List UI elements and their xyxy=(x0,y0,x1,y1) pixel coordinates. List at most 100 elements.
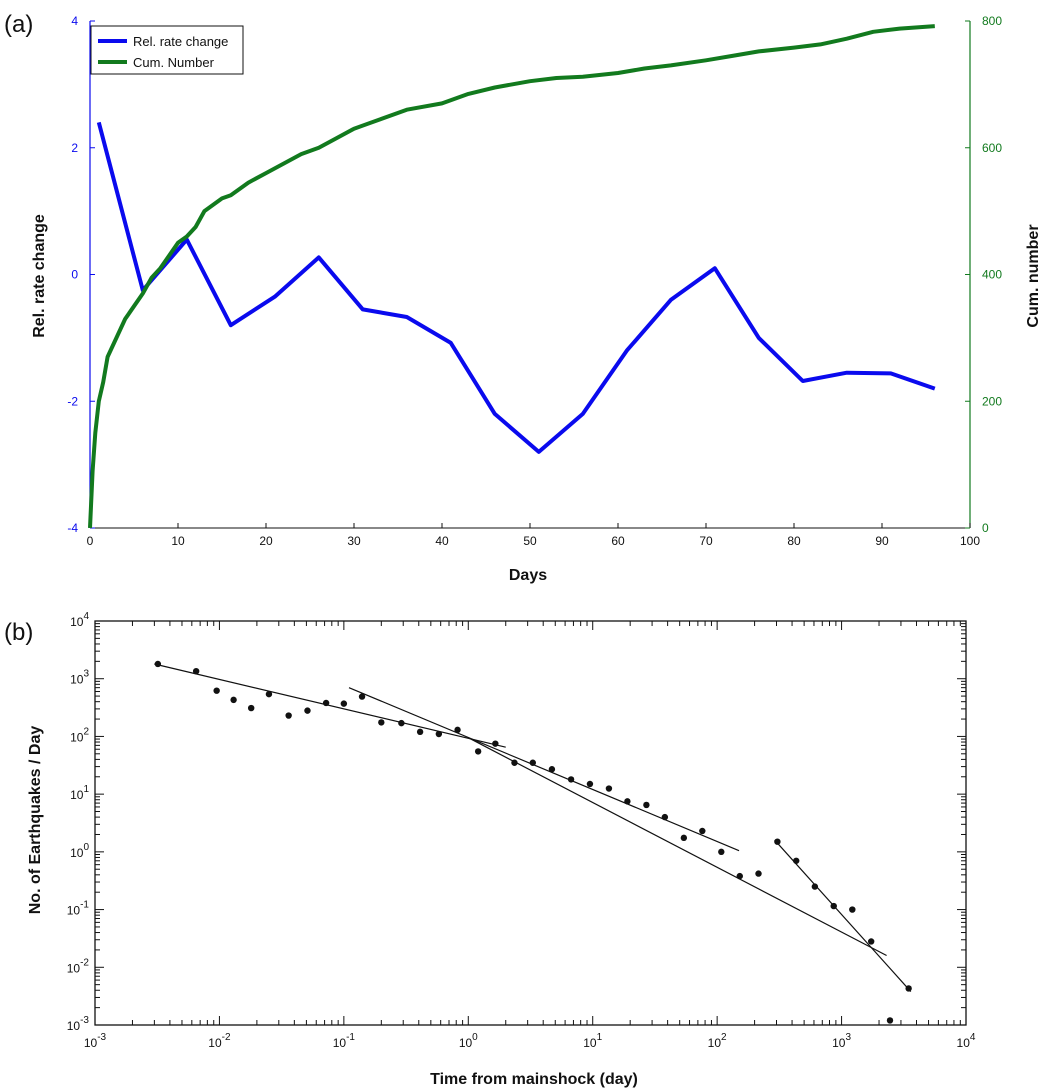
data-point xyxy=(416,728,424,736)
data-point xyxy=(322,699,330,707)
panel-a-right-tick-label: 800 xyxy=(982,14,1002,28)
panel-b-x-tick-label: 102 xyxy=(708,1032,727,1050)
data-point xyxy=(398,719,405,727)
data-point xyxy=(586,780,594,788)
data-point xyxy=(213,687,220,694)
panel-a: (a) 0 10 20 30 40 50 60 70 80 90 100-4-20240200400… xyxy=(4,11,1042,584)
data-point xyxy=(529,759,537,766)
panel-b-x-tick-label: 10-3 xyxy=(84,1032,107,1050)
legend-label-cum-number: Cum. Number xyxy=(133,55,215,70)
data-point xyxy=(285,712,292,719)
data-point xyxy=(699,827,706,835)
panel-a-plot-area: 0 10 20 30 40 50 60 70 80 90 100-4-202402004006008… xyxy=(67,14,1002,548)
panel-a-legend-box xyxy=(90,25,244,75)
data-point xyxy=(358,693,366,700)
panel-a-right-tick-label: 400 xyxy=(982,268,1002,282)
data-point xyxy=(304,707,311,714)
data-point xyxy=(230,696,237,704)
panel-b-x-tick-label: 101 xyxy=(583,1032,602,1050)
fit-line-1 xyxy=(154,663,506,748)
data-point xyxy=(567,776,575,783)
panel-a-x-axis-title: Days xyxy=(509,567,547,584)
panel-a-x-tick-label: 10 xyxy=(171,534,185,548)
data-point xyxy=(624,798,631,805)
panel-b-y-tick-label: 103 xyxy=(70,669,89,687)
panel-a-x-tick-label: 60 xyxy=(611,534,625,548)
panel-a-right-tick-label: 200 xyxy=(982,394,1002,408)
panel-a-x-tick-label: 0 xyxy=(87,534,94,548)
panel-a-legend: Rel. rate change Cum. Number xyxy=(90,25,244,75)
data-point xyxy=(811,883,819,890)
data-point xyxy=(265,690,273,698)
panel-b-y-tick-label: 102 xyxy=(70,726,89,744)
data-point xyxy=(755,870,762,877)
data-point xyxy=(154,660,162,668)
panel-a-x-tick-label: 30 xyxy=(347,534,361,548)
panel-b: (b) 10-3 10-2 10-1 100 101 102 103 10410-310-21… xyxy=(4,611,976,1088)
panel-a-right-tick-label: 0 xyxy=(982,521,989,535)
data-point xyxy=(643,801,650,809)
data-point xyxy=(340,700,348,707)
data-point xyxy=(548,766,556,773)
data-point xyxy=(192,667,200,675)
fit-line-2 xyxy=(348,687,740,852)
data-point xyxy=(867,938,875,945)
data-point xyxy=(474,748,482,755)
panel-a-label: (a) xyxy=(4,11,33,38)
rel-rate-change-line xyxy=(96,121,936,454)
panel-b-y-tick-label: 101 xyxy=(70,784,89,802)
panel-a-x-tick-label: 80 xyxy=(787,534,801,548)
panel-a-x-tick-label: 40 xyxy=(435,534,449,548)
fit-line-4 xyxy=(774,839,912,992)
data-point xyxy=(718,848,725,856)
panel-b-x-axis-title: Time from mainshock (day) xyxy=(430,1071,638,1088)
data-point xyxy=(849,906,856,913)
panel-a-x-tick-label: 70 xyxy=(699,534,713,548)
panel-a-left-tick-label: 4 xyxy=(71,14,78,28)
panel-a-left-tick-label: -4 xyxy=(67,521,78,535)
data-point xyxy=(905,985,912,992)
data-point xyxy=(830,902,837,910)
panel-b-frame xyxy=(94,620,967,1026)
data-point xyxy=(886,1017,894,1024)
panel-a-left-tick-label: 0 xyxy=(71,268,78,282)
panel-b-plot-area: 10-3 10-2 10-1 100 101 102 103 104 10-3 10-2 10-1 1… xyxy=(67,611,976,1050)
legend-label-rel-rate: Rel. rate change xyxy=(133,34,228,49)
panel-b-y-tick-label: 100 xyxy=(70,842,89,860)
panel-a-left-tick-label: 2 xyxy=(71,141,78,155)
data-point xyxy=(793,857,800,864)
panel-b-y-tick-label: 104 xyxy=(70,611,89,629)
panel-a-right-tick-label: 600 xyxy=(982,141,1002,155)
panel-a-x-tick-label: 50 xyxy=(523,534,537,548)
data-point xyxy=(454,726,461,734)
data-point xyxy=(247,704,255,712)
data-point xyxy=(492,740,499,747)
data-point xyxy=(605,785,613,792)
panel-a-x-tick-label: 90 xyxy=(875,534,889,548)
data-point xyxy=(680,834,688,842)
panel-a-x-tick-label: 100 xyxy=(960,534,980,548)
data-point xyxy=(511,759,518,766)
data-point xyxy=(736,872,743,880)
panel-b-y-tick-label: 10-3 xyxy=(67,1015,90,1033)
cum-number-line xyxy=(88,24,935,529)
data-point xyxy=(435,730,443,738)
panel-b-x-tick-label: 10-1 xyxy=(333,1032,356,1050)
panel-b-x-tick-label: 100 xyxy=(459,1032,478,1050)
fit-line-3 xyxy=(468,737,887,957)
panel-b-x-tick-label: 10-2 xyxy=(208,1032,231,1050)
panel-b-x-tick-label: 104 xyxy=(957,1032,976,1050)
panel-a-left-axis-title: Rel. rate change xyxy=(31,214,48,338)
panel-b-x-tick-label: 103 xyxy=(832,1032,851,1050)
panel-b-y-tick-label: 10-2 xyxy=(67,957,90,975)
panel-b-label: (b) xyxy=(4,619,33,646)
data-point xyxy=(774,838,781,845)
panel-a-x-tick-label: 20 xyxy=(259,534,273,548)
data-point xyxy=(378,719,385,726)
panel-b-y-tick-label: 10-1 xyxy=(67,900,90,918)
panel-a-left-tick-label: -2 xyxy=(67,394,78,408)
data-point xyxy=(661,813,669,821)
panel-a-right-axis-title: Cum. number xyxy=(1025,224,1042,327)
panel-b-y-axis-title: No. of Earthquakes / Day xyxy=(27,726,44,915)
